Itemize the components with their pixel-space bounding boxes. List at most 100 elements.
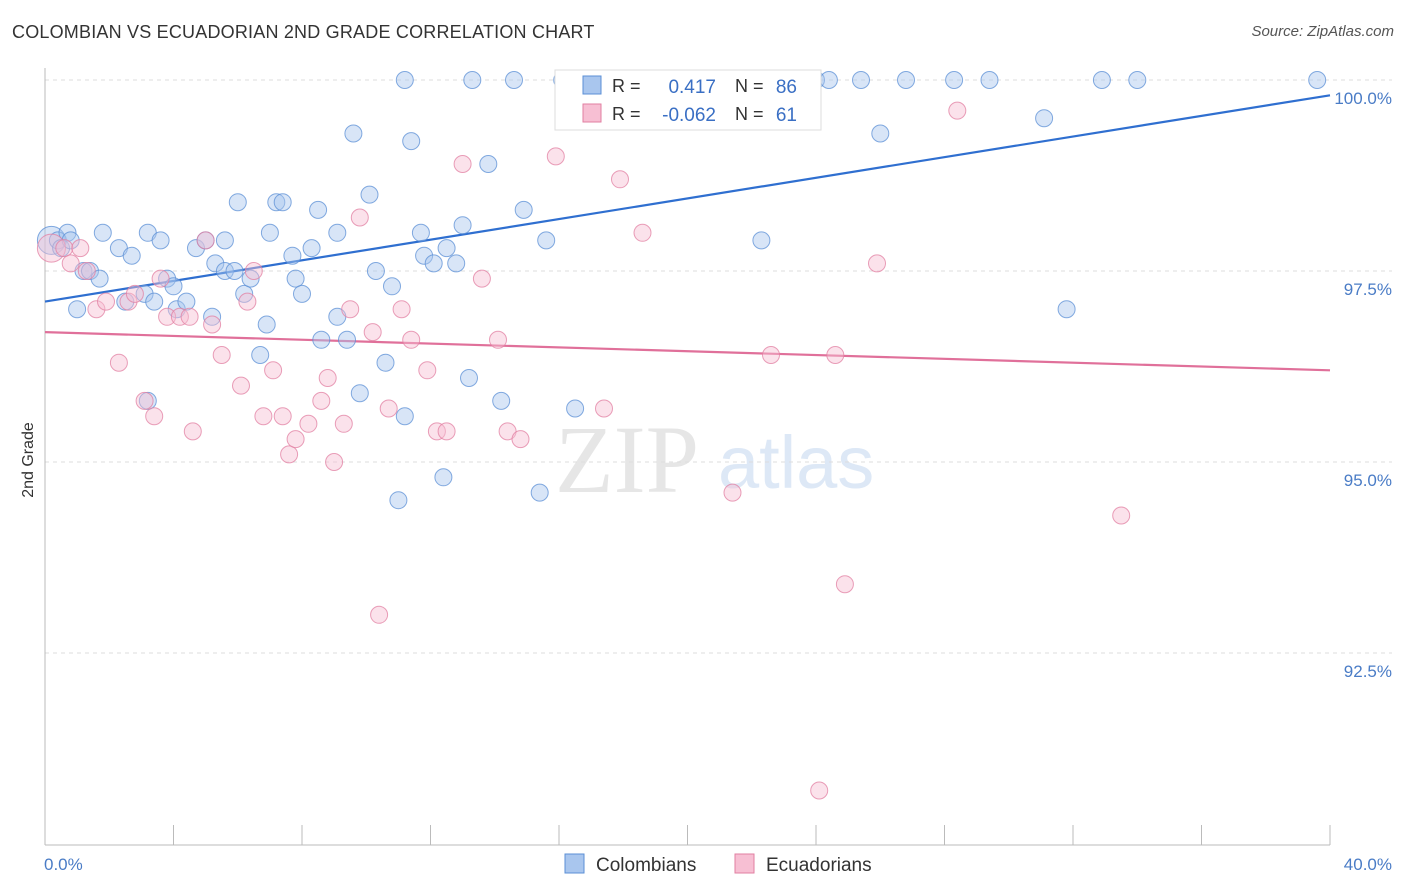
ecuadorians-point: [244, 262, 263, 280]
y-tick-labels: 92.5% 95.0% 97.5% 100.0%: [1334, 89, 1392, 681]
watermark-zip: ZIP: [555, 406, 699, 513]
bottom-legend-swatch-colombians: [564, 853, 585, 874]
ecuadorians-point: [325, 453, 344, 471]
ecuadorians-point: [183, 422, 202, 441]
ecuadorians-point: [810, 781, 829, 800]
ecuadorians-point: [71, 239, 90, 258]
chart-title: COLOMBIAN VS ECUADORIAN 2ND GRADE CORREL…: [12, 22, 595, 42]
colombians-point: [1308, 71, 1327, 89]
ecuadorians-point: [196, 231, 215, 250]
ecuadorians-trend-line: [44, 331, 1331, 372]
colombians-point: [389, 491, 408, 510]
colombians-point: [1092, 71, 1111, 89]
colombians-trend-line: [44, 94, 1331, 303]
colombians-point: [479, 155, 498, 173]
colombians-point: [415, 246, 434, 265]
colombians-point: [68, 300, 87, 319]
series-legend: Colombians Ecuadorians: [564, 853, 872, 876]
colombians-point: [215, 231, 234, 250]
colombians-point: [360, 185, 379, 204]
colombians-point: [395, 71, 414, 89]
x-tick-label-min: 0.0%: [44, 855, 83, 874]
ecuadorians-point: [273, 407, 292, 426]
ecuadorians-point: [379, 399, 398, 418]
colombians-point: [447, 254, 466, 273]
colombians-point: [1035, 109, 1054, 128]
ecuadorians-point: [312, 391, 331, 410]
colombians-point: [251, 346, 270, 364]
legend-n-value-colombians: 86: [776, 77, 797, 98]
colombians-point: [228, 193, 247, 212]
bottom-legend-swatch-ecuadorians: [734, 853, 755, 874]
colombians-point: [293, 284, 311, 303]
colombians-point: [177, 292, 196, 311]
ecuadorians-point: [633, 223, 652, 242]
colombians-point: [350, 384, 369, 403]
colombians-point: [344, 124, 363, 143]
ecuadorians-point: [453, 155, 472, 173]
ecuadorians-point: [158, 307, 177, 326]
ecuadorians-point: [762, 346, 780, 364]
colombians-point: [566, 399, 585, 418]
colombians-point: [61, 231, 80, 250]
colombians-point: [383, 277, 401, 296]
colombians-point: [537, 231, 556, 250]
colombians-point: [338, 330, 356, 349]
bottom-legend-label-colombians: Colombians: [596, 855, 696, 876]
ecuadorians-point: [489, 330, 507, 349]
ecuadorians-point: [595, 399, 613, 418]
ecuadorians-point: [151, 269, 170, 288]
ecuadorians-point: [238, 292, 257, 311]
colombians-point: [752, 231, 771, 250]
colombians-point: [122, 246, 141, 265]
ecuadorians-point: [77, 262, 96, 280]
colombians-point: [260, 223, 279, 242]
colombians-point: [453, 216, 472, 235]
bottom-legend-label-ecuadorians: Ecuadorians: [766, 855, 872, 876]
ecuadorians-point: [97, 292, 115, 311]
colombians-point: [366, 262, 385, 280]
ecuadorians-point: [370, 605, 389, 624]
ecuadorians-point: [318, 369, 337, 387]
stats-legend: R = 0.417 N = 86 R = -0.062 N = 61: [554, 69, 822, 131]
colombians-point: [187, 239, 205, 258]
colombians-point: [328, 223, 347, 242]
ecuadorians-point: [611, 170, 629, 189]
legend-r-value-ecuadorians: -0.062: [662, 105, 716, 126]
legend-r-value-colombians: 0.417: [668, 77, 716, 98]
x-tick-label-max: 40.0%: [1344, 855, 1392, 874]
colombians-point: [376, 353, 395, 372]
colombians-point: [871, 124, 890, 143]
ecuadorians-point: [341, 300, 360, 319]
colombians-point: [158, 269, 177, 288]
colombians-point: [514, 200, 533, 219]
ecuadorians-point: [723, 483, 742, 502]
y-tick-label: 97.5%: [1344, 280, 1392, 299]
ecuadorians-point: [511, 430, 530, 449]
colombians-point: [312, 330, 331, 349]
ecuadorians-point: [299, 414, 318, 433]
ecuadorians-point: [1112, 506, 1131, 525]
colombians-point: [257, 315, 276, 334]
legend-n-label-colombians: N =: [735, 76, 764, 96]
colombians-point: [411, 223, 430, 242]
ecuadorians-point: [418, 361, 437, 380]
colombians-point: [437, 239, 456, 258]
colombians-point: [286, 269, 305, 288]
colombians-point: [283, 246, 302, 265]
ecuadorians-point: [280, 445, 299, 464]
legend-swatch-colombians: [582, 75, 602, 95]
colombians-point: [145, 292, 164, 311]
ecuadorians-point: [402, 330, 421, 349]
colombians-point: [203, 307, 222, 326]
ecuadorians-point: [135, 391, 154, 410]
colombians-point: [206, 254, 225, 273]
legend-r-label-ecuadorians: R =: [612, 104, 641, 124]
colombians-point: [151, 231, 170, 250]
ecuadorians-point: [546, 147, 565, 166]
ecuadorians-point: [109, 353, 128, 372]
ecuadorians-point: [350, 208, 369, 227]
ecuadorians-point: [119, 292, 138, 311]
ecuadorians-point: [55, 239, 74, 258]
colombians-point: [852, 71, 870, 89]
